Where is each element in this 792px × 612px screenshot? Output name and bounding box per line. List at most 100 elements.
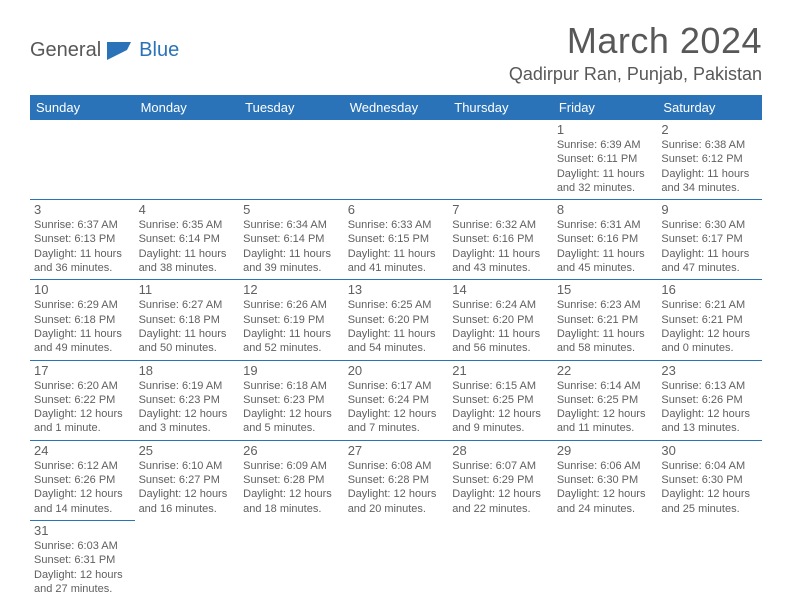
weekday-header: Friday <box>553 95 658 120</box>
daylight-text: Daylight: 11 hours and 39 minutes. <box>243 247 340 276</box>
sunset-text: Sunset: 6:14 PM <box>139 232 236 246</box>
day-info: Sunrise: 6:29 AMSunset: 6:18 PMDaylight:… <box>34 298 131 355</box>
sunset-text: Sunset: 6:28 PM <box>243 473 340 487</box>
day-info: Sunrise: 6:06 AMSunset: 6:30 PMDaylight:… <box>557 459 654 516</box>
sunrise-text: Sunrise: 6:20 AM <box>34 379 131 393</box>
calendar-cell: 16Sunrise: 6:21 AMSunset: 6:21 PMDayligh… <box>657 280 762 360</box>
sunrise-text: Sunrise: 6:32 AM <box>452 218 549 232</box>
sunset-text: Sunset: 6:26 PM <box>34 473 131 487</box>
sunset-text: Sunset: 6:13 PM <box>34 232 131 246</box>
flag-icon <box>105 38 135 62</box>
sunrise-text: Sunrise: 6:15 AM <box>452 379 549 393</box>
daylight-text: Daylight: 11 hours and 47 minutes. <box>661 247 758 276</box>
calendar-cell: 30Sunrise: 6:04 AMSunset: 6:30 PMDayligh… <box>657 440 762 520</box>
calendar-cell: 31Sunrise: 6:03 AMSunset: 6:31 PMDayligh… <box>30 520 135 600</box>
day-info: Sunrise: 6:37 AMSunset: 6:13 PMDaylight:… <box>34 218 131 275</box>
sunset-text: Sunset: 6:30 PM <box>661 473 758 487</box>
sunset-text: Sunset: 6:30 PM <box>557 473 654 487</box>
day-number: 7 <box>452 202 549 217</box>
calendar-cell: 3Sunrise: 6:37 AMSunset: 6:13 PMDaylight… <box>30 200 135 280</box>
daylight-text: Daylight: 11 hours and 41 minutes. <box>348 247 445 276</box>
sunrise-text: Sunrise: 6:26 AM <box>243 298 340 312</box>
calendar-cell <box>448 520 553 600</box>
sunrise-text: Sunrise: 6:10 AM <box>139 459 236 473</box>
daylight-text: Daylight: 11 hours and 52 minutes. <box>243 327 340 356</box>
calendar-cell: 6Sunrise: 6:33 AMSunset: 6:15 PMDaylight… <box>344 200 449 280</box>
daylight-text: Daylight: 12 hours and 27 minutes. <box>34 568 131 597</box>
calendar-cell: 11Sunrise: 6:27 AMSunset: 6:18 PMDayligh… <box>135 280 240 360</box>
sunset-text: Sunset: 6:20 PM <box>348 313 445 327</box>
calendar-cell <box>135 520 240 600</box>
sunset-text: Sunset: 6:16 PM <box>452 232 549 246</box>
day-info: Sunrise: 6:30 AMSunset: 6:17 PMDaylight:… <box>661 218 758 275</box>
sunset-text: Sunset: 6:16 PM <box>557 232 654 246</box>
sunrise-text: Sunrise: 6:06 AM <box>557 459 654 473</box>
sunrise-text: Sunrise: 6:29 AM <box>34 298 131 312</box>
day-number: 2 <box>661 122 758 137</box>
sunset-text: Sunset: 6:17 PM <box>661 232 758 246</box>
logo-text-general: General <box>30 39 101 62</box>
daylight-text: Daylight: 12 hours and 16 minutes. <box>139 487 236 516</box>
calendar-cell <box>448 120 553 200</box>
daylight-text: Daylight: 11 hours and 56 minutes. <box>452 327 549 356</box>
calendar-cell: 22Sunrise: 6:14 AMSunset: 6:25 PMDayligh… <box>553 360 658 440</box>
calendar-cell: 9Sunrise: 6:30 AMSunset: 6:17 PMDaylight… <box>657 200 762 280</box>
day-number: 12 <box>243 282 340 297</box>
daylight-text: Daylight: 11 hours and 43 minutes. <box>452 247 549 276</box>
sunrise-text: Sunrise: 6:37 AM <box>34 218 131 232</box>
sunrise-text: Sunrise: 6:13 AM <box>661 379 758 393</box>
day-number: 26 <box>243 443 340 458</box>
day-number: 28 <box>452 443 549 458</box>
sunrise-text: Sunrise: 6:38 AM <box>661 138 758 152</box>
day-number: 19 <box>243 363 340 378</box>
sunset-text: Sunset: 6:29 PM <box>452 473 549 487</box>
day-number: 16 <box>661 282 758 297</box>
sunset-text: Sunset: 6:14 PM <box>243 232 340 246</box>
day-info: Sunrise: 6:39 AMSunset: 6:11 PMDaylight:… <box>557 138 654 195</box>
day-info: Sunrise: 6:38 AMSunset: 6:12 PMDaylight:… <box>661 138 758 195</box>
day-info: Sunrise: 6:34 AMSunset: 6:14 PMDaylight:… <box>243 218 340 275</box>
day-number: 27 <box>348 443 445 458</box>
sunrise-text: Sunrise: 6:25 AM <box>348 298 445 312</box>
sunset-text: Sunset: 6:12 PM <box>661 152 758 166</box>
daylight-text: Daylight: 12 hours and 24 minutes. <box>557 487 654 516</box>
day-number: 13 <box>348 282 445 297</box>
daylight-text: Daylight: 11 hours and 54 minutes. <box>348 327 445 356</box>
calendar-cell: 18Sunrise: 6:19 AMSunset: 6:23 PMDayligh… <box>135 360 240 440</box>
calendar-cell <box>239 120 344 200</box>
calendar-table: Sunday Monday Tuesday Wednesday Thursday… <box>30 95 762 600</box>
calendar-cell: 8Sunrise: 6:31 AMSunset: 6:16 PMDaylight… <box>553 200 658 280</box>
calendar-cell <box>553 520 658 600</box>
calendar-cell: 19Sunrise: 6:18 AMSunset: 6:23 PMDayligh… <box>239 360 344 440</box>
day-number: 18 <box>139 363 236 378</box>
calendar-row: 24Sunrise: 6:12 AMSunset: 6:26 PMDayligh… <box>30 440 762 520</box>
daylight-text: Daylight: 12 hours and 5 minutes. <box>243 407 340 436</box>
sunrise-text: Sunrise: 6:18 AM <box>243 379 340 393</box>
sunrise-text: Sunrise: 6:14 AM <box>557 379 654 393</box>
sunset-text: Sunset: 6:20 PM <box>452 313 549 327</box>
sunset-text: Sunset: 6:23 PM <box>243 393 340 407</box>
sunrise-text: Sunrise: 6:07 AM <box>452 459 549 473</box>
calendar-cell: 25Sunrise: 6:10 AMSunset: 6:27 PMDayligh… <box>135 440 240 520</box>
logo: General Blue <box>30 38 179 62</box>
day-number: 14 <box>452 282 549 297</box>
calendar-cell: 4Sunrise: 6:35 AMSunset: 6:14 PMDaylight… <box>135 200 240 280</box>
day-info: Sunrise: 6:23 AMSunset: 6:21 PMDaylight:… <box>557 298 654 355</box>
calendar-row: 31Sunrise: 6:03 AMSunset: 6:31 PMDayligh… <box>30 520 762 600</box>
daylight-text: Daylight: 12 hours and 1 minute. <box>34 407 131 436</box>
calendar-cell <box>239 520 344 600</box>
daylight-text: Daylight: 11 hours and 34 minutes. <box>661 167 758 196</box>
day-info: Sunrise: 6:03 AMSunset: 6:31 PMDaylight:… <box>34 539 131 596</box>
sunset-text: Sunset: 6:21 PM <box>557 313 654 327</box>
day-info: Sunrise: 6:24 AMSunset: 6:20 PMDaylight:… <box>452 298 549 355</box>
sunset-text: Sunset: 6:21 PM <box>661 313 758 327</box>
sunset-text: Sunset: 6:25 PM <box>452 393 549 407</box>
day-number: 11 <box>139 282 236 297</box>
day-number: 1 <box>557 122 654 137</box>
sunrise-text: Sunrise: 6:23 AM <box>557 298 654 312</box>
day-number: 3 <box>34 202 131 217</box>
day-number: 8 <box>557 202 654 217</box>
weekday-header: Monday <box>135 95 240 120</box>
weekday-header: Sunday <box>30 95 135 120</box>
sunset-text: Sunset: 6:31 PM <box>34 553 131 567</box>
